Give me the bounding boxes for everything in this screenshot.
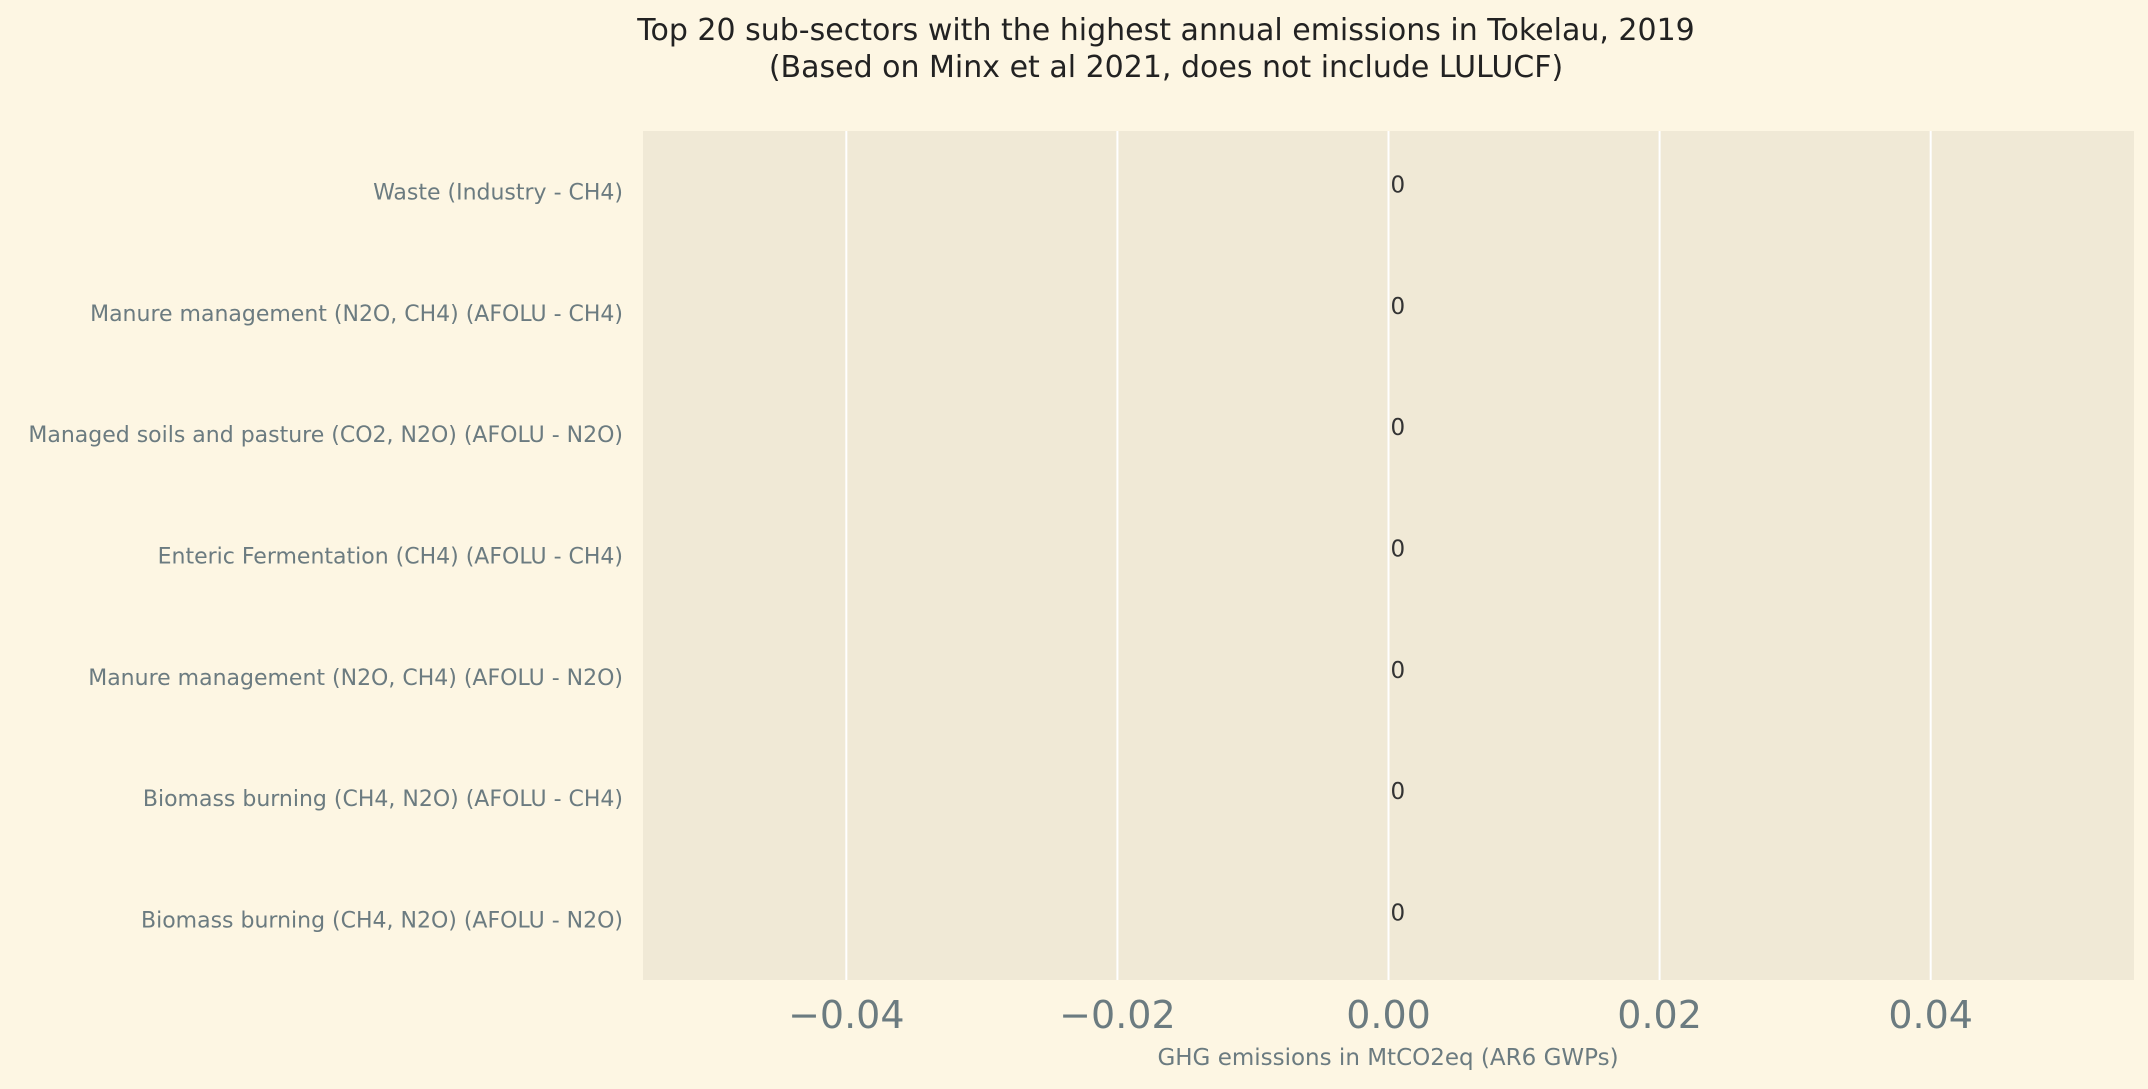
- category-labels: Waste (Industry - CH4) Manure management …: [28, 181, 623, 934]
- x-tick-label-2: 0.00: [1346, 993, 1431, 1037]
- bar-value-label-0: 0: [1391, 173, 1406, 199]
- bar-2: [1387, 385, 1390, 483]
- x-tick-label-1: −0.02: [1059, 993, 1175, 1037]
- x-axis-title: GHG emissions in MtCO2eq (AR6 GWPs): [1157, 1045, 1618, 1071]
- x-tick-labels: −0.04 −0.02 0.00 0.02 0.04: [788, 993, 1973, 1037]
- bar-6: [1387, 870, 1390, 968]
- x-tick-label-3: 0.02: [1617, 993, 1702, 1037]
- category-label-1: Manure management (N2O, CH4) (AFOLU - CH…: [90, 302, 623, 327]
- bar-value-label-4: 0: [1391, 658, 1406, 684]
- bar-value-label-6: 0: [1391, 900, 1406, 926]
- bar-value-label-5: 0: [1391, 779, 1406, 805]
- bar-value-label-2: 0: [1391, 415, 1406, 441]
- bar-3: [1387, 506, 1390, 605]
- bar-4: [1387, 628, 1390, 726]
- bar-5: [1387, 749, 1390, 847]
- bar-value-label-3: 0: [1391, 537, 1406, 563]
- bar-0: [1387, 143, 1390, 241]
- category-label-4: Manure management (N2O, CH4) (AFOLU - N2…: [88, 666, 623, 691]
- category-label-6: Biomass burning (CH4, N2O) (AFOLU - N2O): [141, 908, 623, 933]
- x-tick-label-0: −0.04: [788, 993, 904, 1037]
- category-label-3: Enteric Fermentation (CH4) (AFOLU - CH4): [158, 545, 623, 570]
- bar-value-label-1: 0: [1391, 294, 1406, 320]
- category-label-0: Waste (Industry - CH4): [373, 181, 623, 206]
- bars-layer: 0 0 0 0 0 0 0: [1387, 143, 1406, 968]
- chart-title-line-2: (Based on Minx et al 2021, does not incl…: [769, 50, 1563, 85]
- category-label-5: Biomass burning (CH4, N2O) (AFOLU - CH4): [143, 787, 623, 812]
- bar-1: [1387, 264, 1390, 362]
- category-label-2: Managed soils and pasture (CO2, N2O) (AF…: [28, 423, 623, 448]
- chart-title-line-1: Top 20 sub-sectors with the highest annu…: [636, 13, 1695, 48]
- x-tick-label-4: 0.04: [1888, 993, 1973, 1037]
